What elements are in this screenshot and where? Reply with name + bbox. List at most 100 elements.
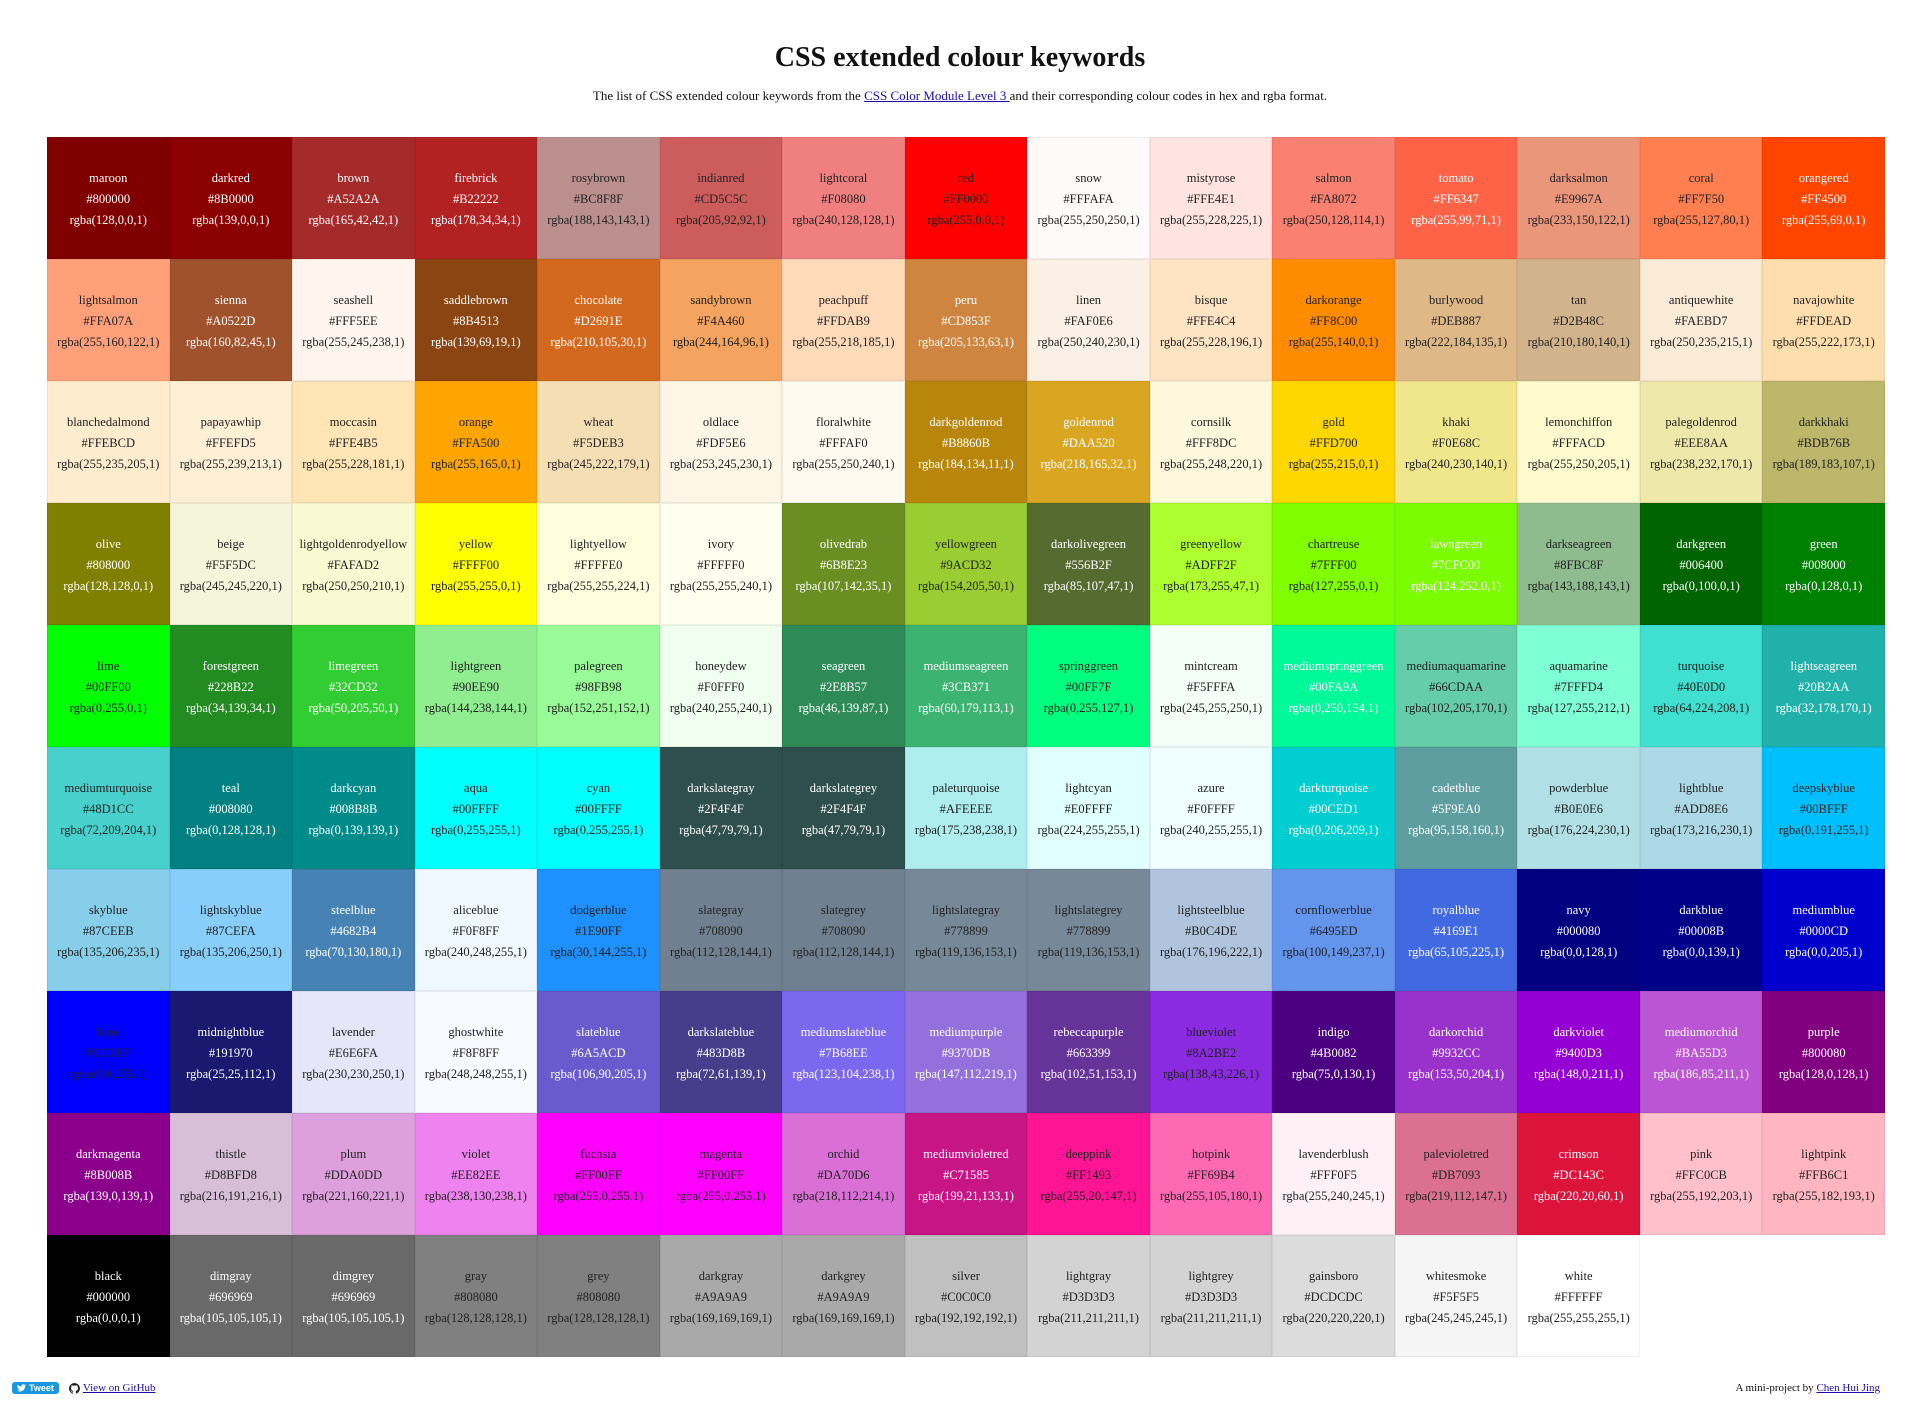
swatch-color-name: sandybrown xyxy=(690,293,752,307)
css-color-module-link[interactable]: CSS Color Module Level 3 xyxy=(864,88,1010,103)
page-title: CSS extended colour keywords xyxy=(774,42,1146,73)
page-subtitle: The list of CSS extended colour keywords… xyxy=(0,88,1920,104)
view-on-github-link[interactable]: View on GitHub xyxy=(82,1382,156,1394)
swatch-rgba-code: rgba(245,255,250,1) xyxy=(1159,701,1263,715)
color-swatch-dodgerblue: dodgerblue #1E90FF rgba(30,144,255,1) xyxy=(537,869,660,991)
color-swatch-deeppink: deeppink #FF1493 rgba(255,20,147,1) xyxy=(1027,1113,1150,1235)
swatch-color-name: darkviolet xyxy=(1553,1025,1604,1039)
swatch-color-name: olive xyxy=(95,537,121,551)
swatch-color-name: mintcream xyxy=(1184,659,1238,673)
color-swatch-lightseagreen: lightseagreen #20B2AA rgba(32,178,170,1) xyxy=(1762,625,1885,747)
color-swatch-lightslategray: lightslategray #778899 rgba(119,136,153,1) xyxy=(904,869,1028,991)
color-swatch-deepskyblue: deepskyblue #00BFFF rgba(0,191,255,1) xyxy=(1762,747,1885,869)
swatch-color-name: magenta xyxy=(699,1147,743,1161)
swatch-rgba-code: rgba(0,191,255,1) xyxy=(1778,823,1869,837)
swatch-hex-code: #6A5ACD xyxy=(571,1046,626,1060)
swatch-hex-code: #4B0082 xyxy=(1310,1046,1357,1060)
swatch-rgba-code: rgba(255,69,0,1) xyxy=(1782,213,1866,227)
swatch-rgba-code: rgba(95,158,160,1) xyxy=(1408,823,1505,837)
swatch-color-name: darkturquoise xyxy=(1299,781,1368,795)
swatch-rgba-code: rgba(255,235,205,1) xyxy=(57,457,160,471)
color-swatch-tan: tan #D2B48C rgba(210,180,140,1) xyxy=(1517,259,1640,381)
swatch-color-name: cyan xyxy=(586,781,611,795)
swatch-hex-code: #0000CD xyxy=(1799,924,1849,938)
swatch-color-name: linen xyxy=(1076,293,1102,307)
color-swatch-lightsalmon: lightsalmon #FFA07A rgba(255,160,122,1) xyxy=(47,259,170,381)
swatch-rgba-code: rgba(106,90,205,1) xyxy=(550,1067,647,1081)
swatch-hex-code: #A9A9A9 xyxy=(694,1290,747,1304)
color-swatch-crimson: crimson #DC143C rgba(220,20,60,1) xyxy=(1517,1113,1640,1235)
color-swatch-floralwhite: floralwhite #FFFAF0 rgba(255,250,240,1) xyxy=(782,381,905,503)
swatch-color-name: red xyxy=(958,171,974,185)
swatch-hex-code: #696969 xyxy=(331,1290,376,1304)
swatch-color-name: crimson xyxy=(1558,1147,1599,1161)
swatch-hex-code: #F5FFFA xyxy=(1186,680,1236,694)
swatch-color-name: deeppink xyxy=(1065,1147,1112,1161)
color-swatch-aquamarine: aquamarine #7FFFD4 rgba(127,255,212,1) xyxy=(1517,625,1640,747)
color-swatch-goldenrod: goldenrod #DAA520 rgba(218,165,32,1) xyxy=(1027,381,1150,503)
swatch-hex-code: #DC143C xyxy=(1553,1168,1604,1182)
color-swatch-darkkhaki: darkkhaki #BDB76B rgba(189,183,107,1) xyxy=(1762,381,1885,503)
swatch-rgba-code: rgba(230,230,250,1) xyxy=(302,1067,405,1081)
swatch-hex-code: #ADFF2F xyxy=(1185,558,1237,572)
swatch-rgba-code: rgba(169,169,169,1) xyxy=(792,1311,895,1325)
swatch-rgba-code: rgba(169,169,169,1) xyxy=(669,1311,773,1325)
author-link[interactable]: Chen Hui Jing xyxy=(1816,1382,1880,1394)
swatch-color-name: steelblue xyxy=(331,903,376,917)
swatch-rgba-code: rgba(240,255,255,1) xyxy=(1159,823,1263,837)
swatch-color-name: yellowgreen xyxy=(935,537,997,551)
twitter-bird-icon xyxy=(17,1384,26,1392)
swatch-hex-code: #FFFACD xyxy=(1552,436,1605,450)
swatch-color-name: slategrey xyxy=(820,903,867,917)
swatch-hex-code: #778899 xyxy=(1066,924,1111,938)
swatch-color-name: dodgerblue xyxy=(570,903,627,917)
swatch-rgba-code: rgba(210,105,30,1) xyxy=(550,335,647,349)
swatch-color-name: silver xyxy=(952,1269,980,1283)
tweet-button[interactable]: Tweet xyxy=(12,1382,59,1394)
swatch-hex-code: #778899 xyxy=(944,924,988,938)
swatch-color-name: azure xyxy=(1197,781,1225,795)
swatch-hex-code: #E6E6FA xyxy=(328,1046,378,1060)
swatch-rgba-code: rgba(0,0,255,1) xyxy=(69,1067,147,1081)
swatch-rgba-code: rgba(255,228,225,1) xyxy=(1159,213,1263,227)
swatch-color-name: mistyrose xyxy=(1186,171,1236,185)
color-swatch-skyblue: skyblue #87CEEB rgba(135,206,235,1) xyxy=(47,869,170,991)
swatch-rgba-code: rgba(143,188,143,1) xyxy=(1527,579,1630,593)
swatch-hex-code: #228B22 xyxy=(207,680,254,694)
swatch-rgba-code: rgba(128,128,128,1) xyxy=(424,1311,527,1325)
swatch-hex-code: #9370DB xyxy=(941,1046,991,1060)
swatch-hex-code: #DDA0DD xyxy=(324,1168,383,1182)
swatch-color-name: purple xyxy=(1807,1025,1840,1039)
swatch-color-name: tomato xyxy=(1438,171,1474,185)
swatch-color-name: lightgray xyxy=(1065,1269,1112,1283)
swatch-rgba-code: rgba(255,192,203,1) xyxy=(1650,1189,1753,1203)
swatch-rgba-code: rgba(255,20,147,1) xyxy=(1040,1189,1137,1203)
swatch-rgba-code: rgba(46,139,87,1) xyxy=(798,701,889,715)
swatch-hex-code: #90EE90 xyxy=(452,680,500,694)
swatch-color-name: mediumaquamarine xyxy=(1406,659,1506,673)
swatch-hex-code: #00FA9A xyxy=(1309,680,1359,694)
color-swatch-lightyellow: lightyellow #FFFFE0 rgba(255,255,224,1) xyxy=(537,503,660,625)
swatch-rgba-code: rgba(222,184,135,1) xyxy=(1405,335,1508,349)
color-swatch-blue: blue #0000FF rgba(0,0,255,1) xyxy=(47,991,170,1113)
swatch-color-name: darkslategrey xyxy=(809,781,878,795)
swatch-rgba-code: rgba(176,196,222,1) xyxy=(1159,945,1263,959)
color-swatch-blueviolet: blueviolet #8A2BE2 rgba(138,43,226,1) xyxy=(1149,991,1273,1113)
color-swatch-chartreuse: chartreuse #7FFF00 rgba(127,255,0,1) xyxy=(1272,503,1395,625)
swatch-hex-code: #DAA520 xyxy=(1062,436,1115,450)
swatch-color-name: oldlace xyxy=(702,415,739,429)
swatch-color-name: dimgray xyxy=(209,1269,252,1283)
color-swatch-moccasin: moccasin #FFE4B5 rgba(255,228,181,1) xyxy=(292,381,415,503)
swatch-color-name: plum xyxy=(340,1147,367,1161)
swatch-color-name: teal xyxy=(221,781,240,795)
swatch-rgba-code: rgba(30,144,255,1) xyxy=(550,945,647,959)
swatch-rgba-code: rgba(25,25,112,1) xyxy=(186,1067,276,1081)
swatch-hex-code: #4169E1 xyxy=(1433,924,1479,938)
swatch-rgba-code: rgba(205,92,92,1) xyxy=(676,213,766,227)
swatch-hex-code: #6B8E23 xyxy=(819,558,868,572)
swatch-hex-code: #B0E0E6 xyxy=(1554,802,1603,816)
swatch-hex-code: #FAFAD2 xyxy=(327,558,380,572)
swatch-hex-code: #C0C0C0 xyxy=(940,1290,991,1304)
swatch-color-name: lightcyan xyxy=(1065,781,1112,795)
swatch-rgba-code: rgba(255,165,0,1) xyxy=(431,457,521,471)
